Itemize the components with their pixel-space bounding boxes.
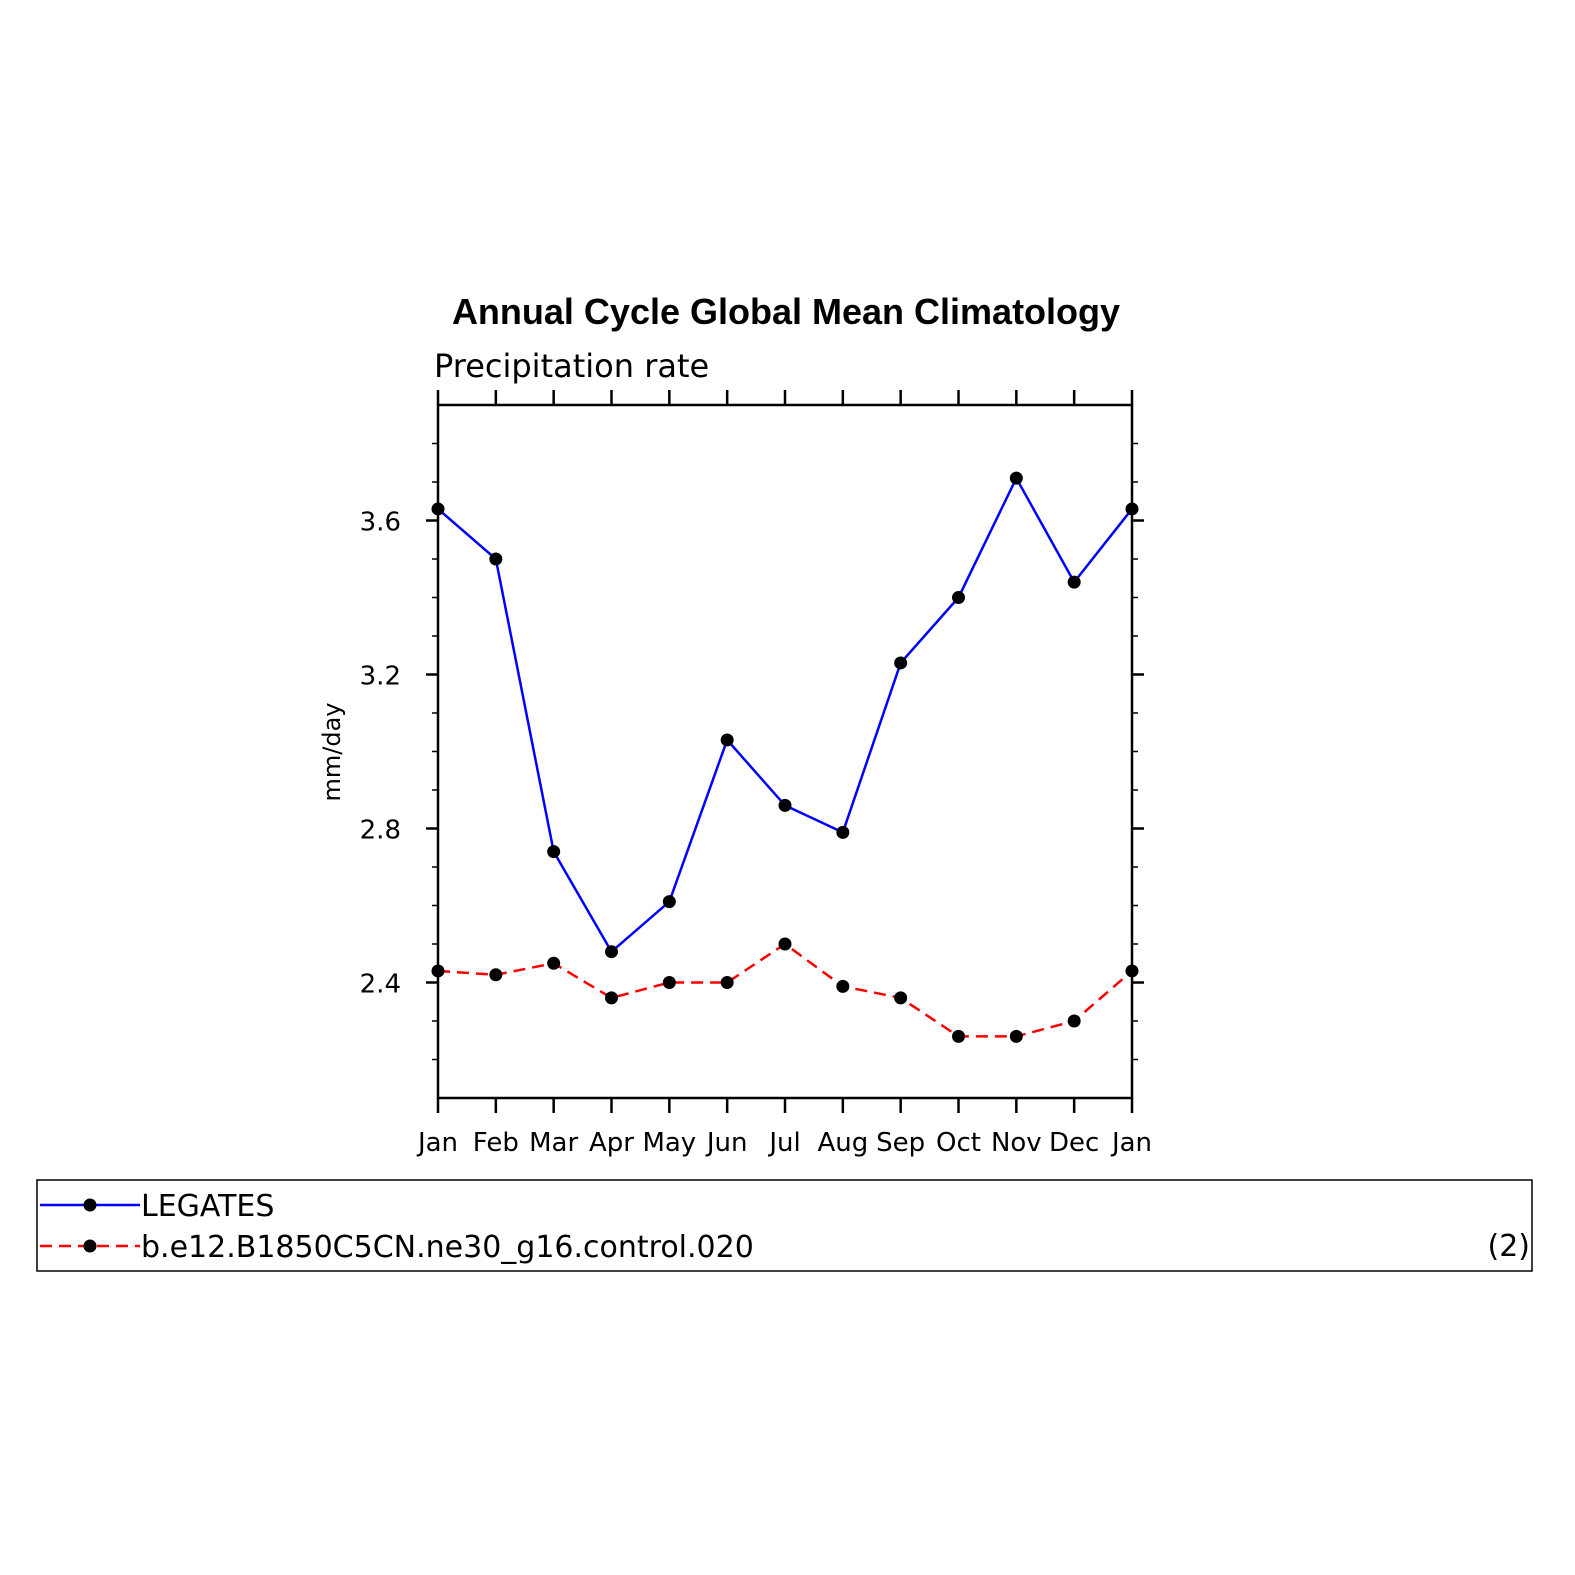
x-tick-label: Oct [936,1128,981,1158]
series-line-2 [437,942,1133,1038]
y-tick-label: 2.8 [360,816,401,846]
x-tick-label: May [642,1128,696,1158]
series-2-point [431,964,445,978]
y-tick-label: 2.4 [360,970,401,1000]
series-1-point [836,825,850,839]
x-tick-label: Dec [1049,1128,1099,1158]
x-tick-label: Aug [817,1128,868,1158]
x-tick-label: Sep [876,1128,925,1158]
legend: LEGATES b.e12.B1850C5CN.ne30_g16.control.… [40,1189,754,1265]
series-1-point [605,945,618,959]
series-1-point [1067,575,1081,589]
x-tick-label: Jan [416,1128,458,1158]
series-1-point [720,733,734,747]
series-1-point [1009,471,1023,485]
series-2-point [489,968,503,982]
x-tick-label: Jul [767,1128,800,1158]
series-layer [431,471,1139,1043]
chart-title: Annual Cycle Global Mean Climatology [452,291,1120,332]
series-2-point [720,976,734,989]
legend-marker-1 [83,1198,97,1212]
x-tick-label: Mar [529,1128,578,1158]
series-1-point [662,895,676,909]
legend-box [36,1179,1533,1272]
series-1-point [547,845,561,859]
x-tick-label: Feb [473,1128,519,1158]
x-tick-label: Nov [991,1128,1042,1158]
x-tick-label: Apr [589,1128,634,1158]
series-1-point [778,798,792,812]
chart-subtitle: Precipitation rate [434,347,709,385]
series-1-point [952,591,965,604]
legend-label-1: LEGATES [141,1189,274,1224]
series-line-1 [437,475,1133,954]
series-2-point [894,991,908,1005]
y-tick-label: 3.2 [360,662,401,692]
y-tick-label: 3.6 [360,508,401,538]
series-2-point [605,991,618,1005]
series-2-point [836,979,850,993]
series-2-point [1009,1029,1023,1043]
legend-label-2: b.e12.B1850C5CN.ne30_g16.control.020 [141,1230,754,1265]
series-1-point [894,656,908,670]
series-2-point [778,937,792,951]
x-tick-label: Jun [705,1128,748,1158]
tick-labels: Jan Feb Mar Apr May Jun Jul Aug Sep Oct Nov Dec Jan 2… [360,508,1152,1159]
series-2-point [547,956,561,970]
plot-frame [436,403,1134,1100]
legend-note: (2) [1488,1229,1531,1264]
series-1-point [489,552,503,566]
x-tick-label: Jan [1110,1128,1152,1158]
series-2-point [1125,964,1139,978]
legend-marker-2 [83,1239,97,1253]
series-2-point [1067,1014,1081,1028]
series-2-point [662,976,676,989]
series-1-point [1125,502,1139,516]
series-2-point [952,1029,965,1043]
axis-ticks [426,390,1144,1113]
y-axis-label: mm/day [318,703,346,802]
series-1-point [431,502,445,516]
